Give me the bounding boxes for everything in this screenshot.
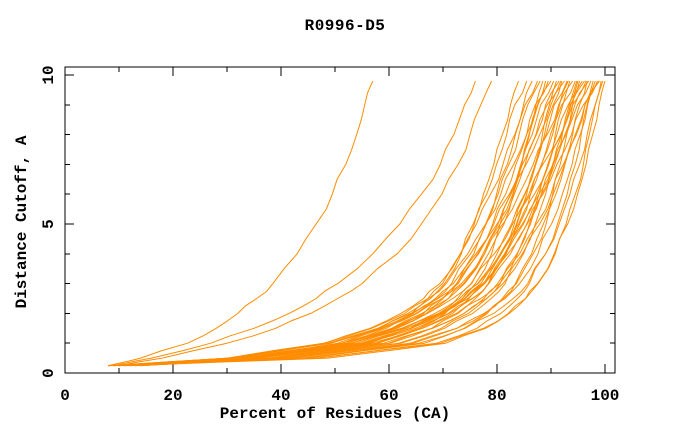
model-curve <box>118 80 557 367</box>
model-curve <box>108 80 574 367</box>
model-curve <box>118 80 571 367</box>
x-tick-label: 40 <box>271 387 290 405</box>
chart-title: R0996-D5 <box>305 17 386 35</box>
model-curve <box>129 80 538 367</box>
model-curve <box>129 80 563 367</box>
model-curve <box>113 80 565 367</box>
x-tick-label: 100 <box>591 387 620 405</box>
model-curve <box>113 80 578 367</box>
model-curve <box>118 80 583 367</box>
model-curve <box>124 80 576 367</box>
model-curve <box>124 80 598 367</box>
model-curves <box>108 80 606 367</box>
model-curve <box>108 80 560 367</box>
plot-border <box>64 66 616 374</box>
x-tick-label: 80 <box>487 387 506 405</box>
model-curve <box>108 80 606 367</box>
y-tick-label: 5 <box>40 219 58 229</box>
model-curve <box>108 80 520 367</box>
model-curve <box>129 80 588 367</box>
model-curve <box>135 80 587 367</box>
model-curve <box>118 80 604 367</box>
model-curve <box>124 80 528 367</box>
model-curve <box>108 80 374 367</box>
model-curve <box>113 80 476 367</box>
x-tick-label: 20 <box>163 387 182 405</box>
model-curve <box>118 80 493 367</box>
model-curve <box>108 80 596 367</box>
model-curve <box>124 80 569 367</box>
model-curve <box>108 80 544 367</box>
model-curve <box>113 80 562 367</box>
model-curve <box>113 80 552 367</box>
model-curve <box>113 80 579 367</box>
y-axis-label: Distance Cutoff, A <box>13 135 31 308</box>
y-tick-label: 10 <box>40 65 58 84</box>
model-curve <box>140 80 600 367</box>
model-curve <box>118 80 549 367</box>
x-tick-label: 60 <box>379 387 398 405</box>
axis-ticks <box>64 67 615 374</box>
axis-tick-labels: 0 20 40 60 80 100 0 5 10 <box>40 65 619 405</box>
x-tick-label: 0 <box>60 387 70 405</box>
model-curve <box>124 80 555 367</box>
y-tick-label: 0 <box>40 368 58 378</box>
model-curve <box>118 80 594 367</box>
model-curve <box>135 80 581 367</box>
x-axis-label: Percent of Residues (CA) <box>220 405 450 423</box>
model-curve <box>140 80 592 367</box>
